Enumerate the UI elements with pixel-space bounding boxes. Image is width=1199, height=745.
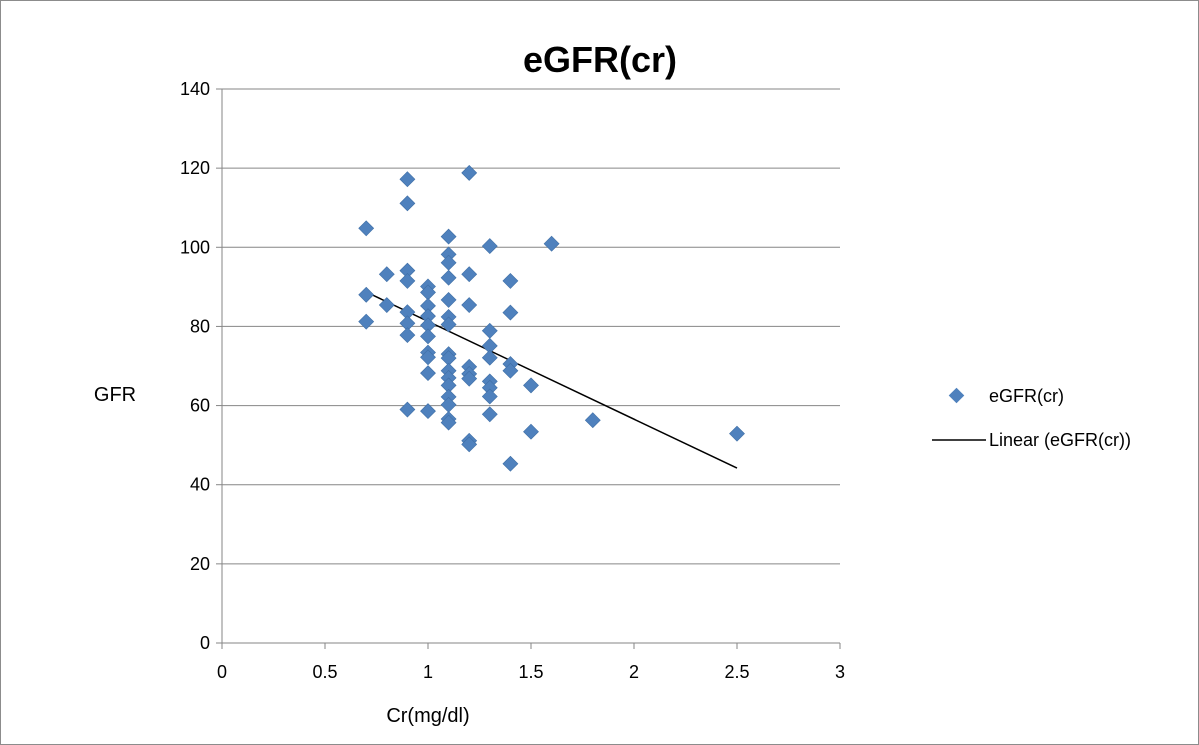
data-point (420, 365, 436, 382)
data-point (502, 362, 519, 379)
data-point (523, 377, 539, 394)
legend-label-scatter: eGFR(cr) (989, 386, 1064, 406)
data-point (399, 272, 416, 289)
data-point (481, 406, 498, 423)
x-axis-tick-labels: 0 0.5 1 1.5 2 2.5 3 (217, 662, 845, 682)
data-point (440, 291, 457, 308)
data-point (358, 286, 375, 303)
data-point (420, 328, 436, 345)
data-point (399, 171, 416, 188)
legend-item-trendline: Linear (eGFR(cr)) (932, 430, 1131, 450)
data-point (461, 370, 478, 387)
data-point (481, 238, 498, 255)
data-point (481, 322, 498, 339)
data-point (481, 388, 498, 405)
y-tick-label: 0 (200, 633, 210, 653)
legend-label-trendline: Linear (eGFR(cr)) (989, 430, 1131, 450)
data-point (440, 254, 457, 271)
data-point (420, 403, 436, 420)
data-point (481, 349, 498, 366)
data-point (440, 228, 457, 245)
y-tick-label: 120 (180, 158, 210, 178)
data-point (440, 414, 457, 431)
y-axis-tick-labels: 0 20 40 60 80 100 120 140 (180, 79, 210, 653)
x-axis-title: Cr(mg/dl) (386, 705, 469, 727)
data-point (378, 266, 395, 283)
chart-title: eGFR(cr) (523, 39, 677, 80)
legend-marker-diamond (948, 387, 965, 404)
legend: eGFR(cr) Linear (eGFR(cr)) (932, 386, 1131, 450)
data-point (502, 455, 519, 472)
legend-item-scatter: eGFR(cr) (948, 386, 1064, 406)
data-point (461, 297, 478, 313)
y-tick-label: 80 (190, 316, 210, 336)
y-tick-label: 100 (180, 237, 210, 257)
y-tick-label: 20 (190, 554, 210, 574)
trendline (365, 291, 738, 469)
data-point (358, 220, 375, 237)
data-point (399, 195, 416, 212)
data-point (358, 313, 375, 330)
data-point (523, 423, 539, 440)
data-point (440, 269, 457, 286)
x-tick-label: 0.5 (312, 662, 337, 682)
axes (216, 88, 841, 649)
data-point (502, 304, 519, 321)
x-tick-label: 0 (217, 662, 227, 682)
gridlines (222, 88, 840, 565)
scatter-series (358, 164, 745, 472)
data-point (543, 235, 560, 252)
trendline-series (365, 291, 738, 469)
data-point (399, 327, 416, 344)
data-point (378, 297, 395, 313)
y-tick-label: 140 (180, 79, 210, 99)
x-tick-label: 1.5 (518, 662, 543, 682)
data-point (399, 401, 416, 418)
y-tick-label: 40 (190, 475, 210, 495)
y-axis-title: GFR (94, 384, 136, 406)
x-tick-label: 3 (835, 662, 845, 682)
data-point (461, 436, 478, 453)
data-point (461, 266, 478, 283)
data-point (729, 425, 745, 442)
data-point (440, 316, 457, 333)
data-point (461, 164, 478, 181)
y-tick-label: 60 (190, 396, 210, 416)
x-tick-label: 2.5 (724, 662, 749, 682)
data-point (584, 412, 601, 429)
data-point (420, 349, 436, 366)
x-tick-label: 1 (423, 662, 433, 682)
data-point (502, 272, 519, 289)
x-tick-label: 2 (629, 662, 639, 682)
